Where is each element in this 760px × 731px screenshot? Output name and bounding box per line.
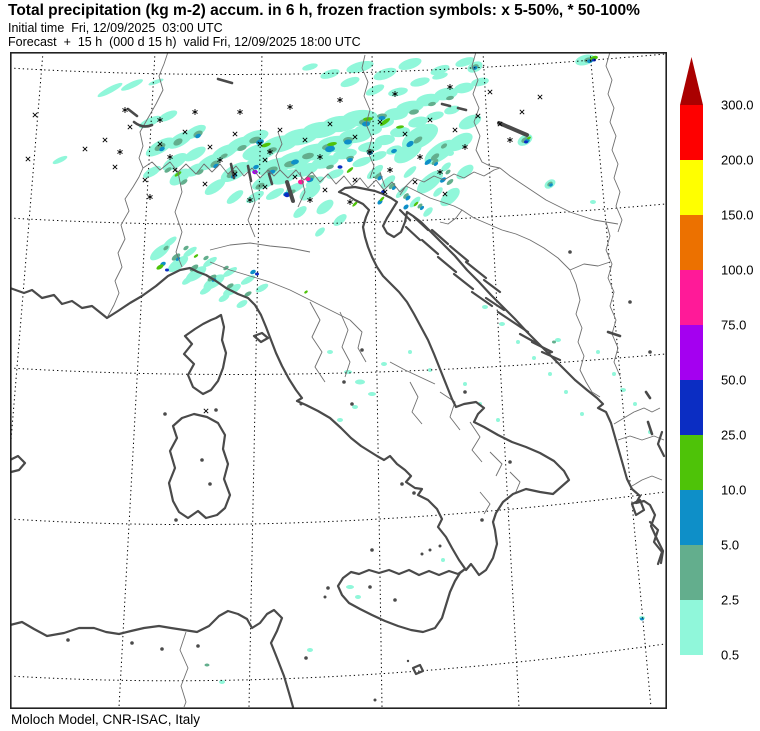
initial-time-line: Initial time Fri, 12/09/2025 03:00 UTC <box>8 21 223 35</box>
colorbar-tick-label: 2.5 <box>721 593 739 608</box>
frozen-x-symbol <box>302 137 308 143</box>
map-svg <box>10 52 667 709</box>
frozen-x-symbol <box>82 146 88 152</box>
adriatic-islands <box>398 208 562 362</box>
frozen-star-symbol <box>337 97 343 103</box>
frozen-x-symbol <box>207 144 213 150</box>
frozen-star-symbol <box>247 197 253 203</box>
map-frame <box>10 52 667 709</box>
coastlines <box>10 185 666 709</box>
frozen-x-symbol <box>402 131 408 137</box>
frozen-star-symbol <box>462 144 468 150</box>
lakes <box>126 77 654 436</box>
frozen-x-symbol <box>262 184 268 190</box>
colorbar-segment <box>680 160 703 215</box>
graticule <box>10 52 666 708</box>
frozen-x-symbol <box>352 134 358 140</box>
frozen-star-symbol <box>122 107 128 113</box>
colorbar-tick-label: 100.0 <box>721 263 754 278</box>
frozen-star-symbol <box>147 194 153 200</box>
frozen-fraction-symbols <box>25 84 543 414</box>
frozen-star-symbol <box>317 154 323 160</box>
frozen-star-symbol <box>267 149 273 155</box>
colorbar-segment <box>680 325 703 380</box>
frozen-x-symbol <box>172 167 178 173</box>
frozen-x-symbol <box>382 189 388 195</box>
frozen-star-symbol <box>237 109 243 115</box>
frozen-star-symbol <box>437 169 443 175</box>
frozen-star-symbol <box>217 157 223 163</box>
colorbar-tick-label: 300.0 <box>721 98 754 113</box>
colorbar-tick-label: 25.0 <box>721 428 746 443</box>
island-dots <box>66 250 652 702</box>
frozen-x-symbol <box>202 181 208 187</box>
forecast-line: Forecast + 15 h (000 d 15 h) valid Fri, … <box>8 35 361 49</box>
colorbar-tick-label: 200.0 <box>721 153 754 168</box>
colorbar-tick-label: 0.5 <box>721 648 739 663</box>
colorbar-tick-label: 50.0 <box>721 373 746 388</box>
colorbar-segment <box>680 215 703 270</box>
colorbar: 300.0 200.0 150.0 100.0 75.0 50.0 25.0 10.0 5.0 2… <box>670 50 760 680</box>
frozen-x-symbol <box>203 408 209 414</box>
colorbar-segment <box>680 490 703 545</box>
country-borders <box>106 52 665 708</box>
frozen-star-symbol <box>507 137 513 143</box>
frozen-star-symbol <box>307 197 313 203</box>
frozen-star-symbol <box>447 84 453 90</box>
colorbar-segment <box>680 600 703 655</box>
frozen-star-symbol <box>167 154 173 160</box>
frozen-star-symbol <box>287 104 293 110</box>
frozen-x-symbol <box>232 171 238 177</box>
colorbar-segment <box>680 270 703 325</box>
frozen-x-symbol <box>157 141 163 147</box>
colorbar-overflow-arrow <box>680 57 703 105</box>
colorbar-svg: 300.0 200.0 150.0 100.0 75.0 50.0 25.0 10.0 5.0 2… <box>680 57 754 663</box>
colorbar-segment <box>680 435 703 490</box>
frozen-x-symbol <box>25 156 31 162</box>
frozen-x-symbol <box>442 191 448 197</box>
frozen-x-symbol <box>102 137 108 143</box>
precipitation-intense <box>156 55 598 294</box>
frozen-x-symbol <box>182 129 188 135</box>
frozen-x-symbol <box>427 117 433 123</box>
frozen-x-symbol <box>352 177 358 183</box>
frozen-x-symbol <box>519 109 525 115</box>
attribution: Moloch Model, CNR-ISAC, Italy <box>11 712 201 727</box>
frozen-star-symbol <box>387 167 393 173</box>
frozen-star-symbol <box>192 109 198 115</box>
colorbar-tick-label: 5.0 <box>721 538 739 553</box>
frozen-star-symbol <box>347 199 353 205</box>
frozen-x-symbol <box>277 127 283 133</box>
frozen-x-symbol <box>142 177 148 183</box>
frozen-star-symbol <box>417 154 423 160</box>
frozen-x-symbol <box>327 121 333 127</box>
frozen-star-symbol <box>157 117 163 123</box>
colorbar-tick-label: 75.0 <box>721 318 746 333</box>
frozen-x-symbol <box>452 127 458 133</box>
frozen-star-symbol <box>117 149 123 155</box>
frozen-x-symbol <box>475 113 481 119</box>
colorbar-tick-label: 150.0 <box>721 208 754 223</box>
frozen-x-symbol <box>497 121 503 127</box>
map-canvas <box>10 52 667 709</box>
frozen-x-symbol <box>112 164 118 170</box>
frozen-x-symbol <box>32 112 38 118</box>
frozen-star-symbol <box>367 149 373 155</box>
frozen-x-symbol <box>232 131 238 137</box>
frozen-x-symbol <box>537 94 543 100</box>
frozen-x-symbol <box>127 124 133 130</box>
colorbar-segment <box>680 380 703 435</box>
page-title: Total precipitation (kg m-2) accum. in 6… <box>8 2 640 19</box>
frozen-x-symbol <box>322 187 328 193</box>
colorbar-tick-label: 10.0 <box>721 483 746 498</box>
frozen-x-symbol <box>257 141 263 147</box>
frozen-x-symbol <box>292 174 298 180</box>
frozen-x-symbol <box>487 89 493 95</box>
colorbar-segment <box>680 545 703 600</box>
frozen-x-symbol <box>377 119 383 125</box>
frozen-x-symbol <box>412 179 418 185</box>
colorbar-segment <box>680 105 703 160</box>
frozen-x-symbol <box>262 157 268 163</box>
frozen-star-symbol <box>392 91 398 97</box>
